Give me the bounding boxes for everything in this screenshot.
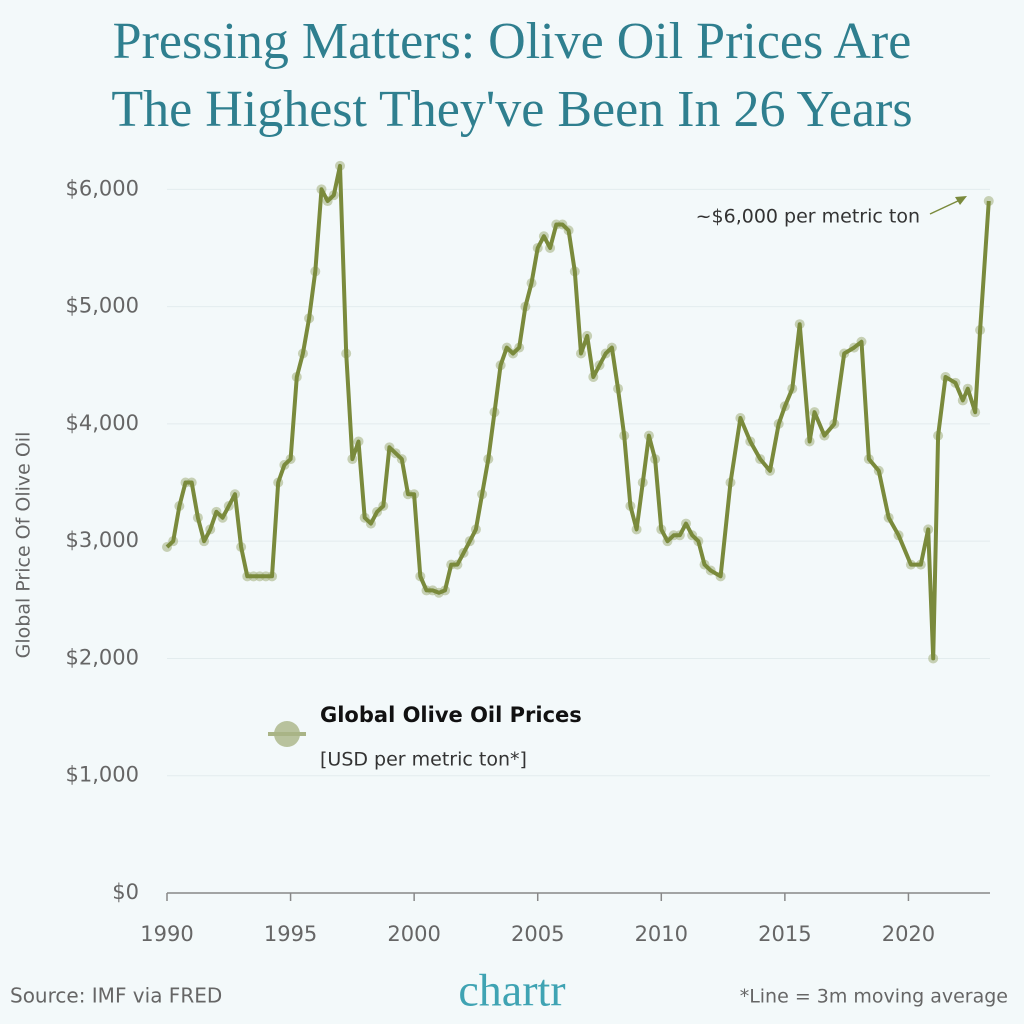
chart-title: Pressing Matters: Olive Oil Prices Are xyxy=(113,13,912,70)
y-tick-label: $0 xyxy=(112,880,139,904)
x-tick-label: 2020 xyxy=(882,922,935,946)
y-tick-label: $4,000 xyxy=(66,411,139,435)
y-tick-label: $6,000 xyxy=(66,176,139,200)
x-tick-label: 1995 xyxy=(264,922,317,946)
legend-label: Global Olive Oil Prices xyxy=(320,703,582,727)
x-tick-label: 2005 xyxy=(511,922,564,946)
chart-title: The Highest They've Been In 26 Years xyxy=(111,81,912,138)
logo: chartr xyxy=(458,965,565,1016)
x-tick-label: 2015 xyxy=(758,922,811,946)
y-axis-label: Global Price Of Olive Oil xyxy=(13,432,35,659)
y-tick-label: $1,000 xyxy=(66,763,139,787)
legend-dot xyxy=(274,721,300,747)
annotation-arrowhead xyxy=(955,196,967,205)
x-tick-label: 2010 xyxy=(635,922,688,946)
source: Source: IMF via FRED xyxy=(10,984,222,1008)
legend-unit: [USD per metric ton*] xyxy=(320,749,527,771)
x-tick-label: 2000 xyxy=(387,922,440,946)
y-tick-label: $5,000 xyxy=(66,294,139,318)
y-tick-label: $2,000 xyxy=(66,645,139,669)
y-tick-label: $3,000 xyxy=(66,528,139,552)
x-tick-label: 1990 xyxy=(140,922,193,946)
price-line xyxy=(165,163,991,661)
footnote: *Line = 3m moving average xyxy=(740,986,1008,1008)
annotation-arrow xyxy=(929,199,961,215)
annotation: ~$6,000 per metric ton xyxy=(696,206,920,228)
